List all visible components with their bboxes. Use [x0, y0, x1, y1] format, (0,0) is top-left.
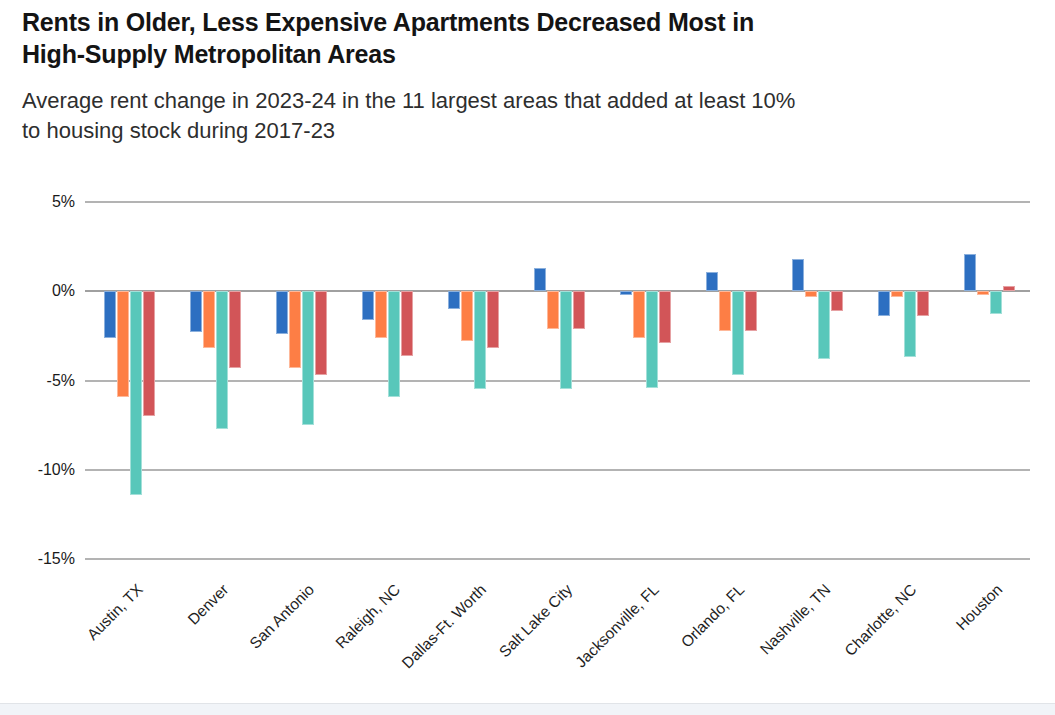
bar-charlotte-nc-orange[interactable] — [891, 291, 903, 296]
bar-dallas-ft-worth-teal[interactable] — [474, 291, 486, 389]
x-axis-label-houston: Houston — [953, 581, 1007, 635]
bar-raleigh-nc-red[interactable] — [401, 291, 413, 355]
bar-houston-blue[interactable] — [964, 254, 976, 291]
bar-charlotte-nc-blue[interactable] — [878, 291, 890, 316]
bar-jacksonville-fl-orange[interactable] — [633, 291, 645, 337]
bar-charlotte-nc-red[interactable] — [917, 291, 929, 316]
rent-change-bar-chart: 5% 0% -5% -10% -15% Austin, TX Denver San Anton… — [0, 0, 1055, 700]
y-axis-tick-label: -5% — [20, 373, 75, 389]
gridline--15% — [85, 558, 1030, 560]
bar-dallas-ft-worth-orange[interactable] — [461, 291, 473, 341]
bar-austin-tx-red[interactable] — [143, 291, 155, 416]
bar-orlando-fl-orange[interactable] — [719, 291, 731, 330]
bar-salt-lake-city-orange[interactable] — [547, 291, 559, 328]
bar-denver-orange[interactable] — [203, 291, 215, 348]
bar-salt-lake-city-blue[interactable] — [534, 268, 546, 291]
y-axis-tick-label: -10% — [20, 462, 75, 478]
bar-nashville-tn-red[interactable] — [831, 291, 843, 311]
bar-austin-tx-orange[interactable] — [117, 291, 129, 396]
x-axis-label-jacksonville-fl: Jacksonville, FL — [572, 581, 663, 672]
bar-denver-blue[interactable] — [190, 291, 202, 332]
bar-dallas-ft-worth-red[interactable] — [487, 291, 499, 348]
x-axis-label-raleigh-nc: Raleigh, NC — [333, 581, 405, 653]
y-axis-tick-label: -15% — [20, 551, 75, 567]
bar-austin-tx-teal[interactable] — [130, 291, 142, 494]
bar-orlando-fl-teal[interactable] — [732, 291, 744, 375]
bar-charlotte-nc-teal[interactable] — [904, 291, 916, 357]
bar-orlando-fl-red[interactable] — [745, 291, 757, 330]
bar-raleigh-nc-blue[interactable] — [362, 291, 374, 320]
bar-denver-teal[interactable] — [216, 291, 228, 428]
bar-salt-lake-city-red[interactable] — [573, 291, 585, 328]
x-axis-label-orlando-fl: Orlando, FL — [678, 581, 749, 652]
x-axis-label-charlotte-nc: Charlotte, NC — [841, 581, 920, 660]
bar-san-antonio-red[interactable] — [315, 291, 327, 375]
bar-san-antonio-blue[interactable] — [276, 291, 288, 334]
bar-austin-tx-blue[interactable] — [104, 291, 116, 337]
bar-nashville-tn-blue[interactable] — [792, 259, 804, 291]
y-axis-tick-label: 0% — [20, 283, 75, 299]
bar-san-antonio-orange[interactable] — [289, 291, 301, 368]
bar-nashville-tn-teal[interactable] — [818, 291, 830, 359]
y-axis-tick-label: 5% — [20, 194, 75, 210]
x-axis-label-nashville-tn: Nashville, TN — [757, 581, 835, 659]
x-axis-label-denver: Denver — [184, 581, 232, 629]
bar-raleigh-nc-teal[interactable] — [388, 291, 400, 396]
x-axis-label-salt-lake-city: Salt Lake City — [496, 581, 576, 661]
bar-nashville-tn-orange[interactable] — [805, 291, 817, 296]
bar-jacksonville-fl-blue[interactable] — [620, 291, 632, 295]
gridline--10% — [85, 469, 1030, 471]
x-axis-label-san-antonio: San Antonio — [247, 581, 319, 653]
bar-jacksonville-fl-red[interactable] — [659, 291, 671, 343]
x-axis-label-dallas-ft-worth: Dallas-Ft. Worth — [399, 581, 491, 673]
x-axis-label-austin-tx: Austin, TX — [83, 581, 146, 644]
bar-salt-lake-city-teal[interactable] — [560, 291, 572, 389]
bar-orlando-fl-blue[interactable] — [706, 272, 718, 292]
bar-san-antonio-teal[interactable] — [302, 291, 314, 425]
gridline-5% — [85, 201, 1030, 203]
bottom-bar — [0, 703, 1055, 715]
bar-dallas-ft-worth-blue[interactable] — [448, 291, 460, 309]
bar-denver-red[interactable] — [229, 291, 241, 368]
bar-houston-teal[interactable] — [990, 291, 1002, 314]
bar-jacksonville-fl-teal[interactable] — [646, 291, 658, 387]
bar-houston-orange[interactable] — [977, 291, 989, 295]
bar-houston-red[interactable] — [1003, 286, 1015, 291]
bar-raleigh-nc-orange[interactable] — [375, 291, 387, 337]
